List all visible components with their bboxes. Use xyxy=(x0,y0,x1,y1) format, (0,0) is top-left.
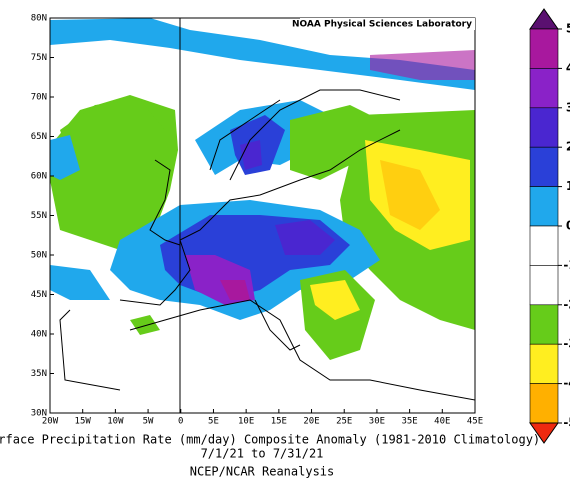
lat-label: 40N xyxy=(31,330,47,340)
lat-label: 80N xyxy=(31,14,47,24)
lat-label: 65N xyxy=(31,132,47,142)
lon-label: 0 xyxy=(178,417,183,427)
colorbar-segment xyxy=(529,225,559,266)
colorbar-segment xyxy=(529,28,559,69)
colorbar-label: -3 xyxy=(563,337,570,351)
lat-label: 75N xyxy=(31,53,47,63)
lon-label: 10W xyxy=(107,417,124,427)
colorbar-label: 3 xyxy=(566,100,570,114)
colorbar-segment xyxy=(529,146,559,187)
lon-label: 5E xyxy=(208,417,219,427)
lat-label: 55N xyxy=(31,211,47,221)
lat-label: 70N xyxy=(31,93,47,103)
lat-label: 60N xyxy=(31,172,47,182)
lat-label: 45N xyxy=(31,290,47,300)
lon-label: 45E xyxy=(467,417,483,427)
colorbar-segment xyxy=(529,68,559,109)
lat-label: 35N xyxy=(31,369,47,379)
colorbar-segment xyxy=(529,265,559,306)
lon-label: 30E xyxy=(369,417,385,427)
colorbar-label: 1 xyxy=(566,179,570,193)
lon-label: 5W xyxy=(143,417,154,427)
lon-label: 15W xyxy=(75,417,92,427)
colorbar-label: -4 xyxy=(563,376,570,390)
lon-label: 15E xyxy=(271,417,287,427)
colorbar-segment xyxy=(529,383,559,424)
lon-label: 40E xyxy=(434,417,450,427)
lat-label: 50N xyxy=(31,251,47,261)
lon-label: 20E xyxy=(303,417,319,427)
lon-label: 20W xyxy=(42,417,59,427)
colorbar-segment xyxy=(529,304,559,345)
colorbar-segment xyxy=(529,186,559,227)
colorbar-segment xyxy=(529,107,559,148)
colorbar-label: -2 xyxy=(563,297,570,311)
credit-box xyxy=(300,18,475,30)
colorbar-cap xyxy=(529,8,559,30)
colorbar-label: 0 xyxy=(566,219,570,233)
lon-label: 10E xyxy=(238,417,254,427)
colorbar-segment xyxy=(529,343,559,384)
colorbar-label: 2 xyxy=(566,140,570,154)
colorbar-label: -5 xyxy=(563,416,570,430)
anomaly-field xyxy=(50,18,475,413)
caption-source: NCEP/NCAR Reanalysis xyxy=(190,465,335,479)
colorbar-label: 4 xyxy=(566,61,570,75)
colorbar-label: 5 xyxy=(566,22,570,36)
caption-date: 7/1/21 to 7/31/21 xyxy=(201,447,324,461)
lon-label: 35E xyxy=(401,417,417,427)
caption-title: Surface Precipitation Rate (mm/day) Comp… xyxy=(0,433,540,447)
colorbar-label: -1 xyxy=(563,258,570,272)
lon-label: 25E xyxy=(336,417,352,427)
lat-label: 30N xyxy=(31,409,47,419)
colorbar-cap xyxy=(529,422,559,444)
credit: NOAA Physical Sciences Laboratory xyxy=(292,20,472,30)
